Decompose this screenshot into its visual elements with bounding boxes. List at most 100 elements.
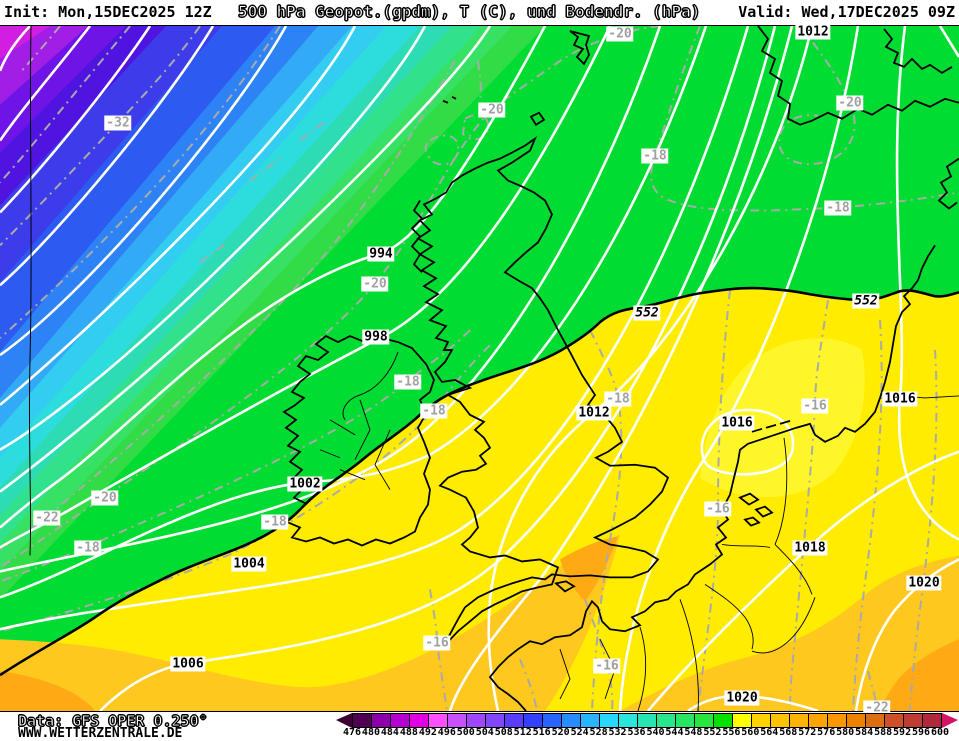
legend-tick: 480 — [361, 727, 380, 738]
map-area: 994 998 1002 1004 1006 1012 1012 1016 1016 1018 10… — [0, 24, 959, 716]
legend-tick: 540 — [646, 727, 665, 738]
legend-right-arrow — [942, 713, 958, 728]
temp-label: -18 — [420, 403, 448, 419]
legend-tick: 544 — [665, 727, 684, 738]
legend-swatch — [353, 714, 372, 727]
temp-label: -18 — [261, 514, 289, 530]
temp-label: -16 — [593, 658, 621, 674]
chart-title: 500 hPa Geopot.(gpdm), T (C), und Bodend… — [237, 2, 701, 22]
meridian-gridline — [28, 26, 32, 556]
temp-label: -16 — [801, 398, 829, 414]
legend-tick: 560 — [741, 727, 760, 738]
temp-label: -20 — [836, 95, 864, 111]
geo-label: 552 — [633, 305, 661, 321]
legend-tick: 492 — [418, 727, 437, 738]
temp-label: -20 — [361, 276, 389, 292]
website-label: WWW.WETTERZENTRALE.DE — [18, 726, 183, 741]
legend-swatch — [904, 714, 923, 727]
footer: Data: GFS OPER 0.250° WWW.WETTERZENTRALE… — [0, 712, 959, 741]
legend-swatch — [524, 714, 543, 727]
pressure-label: 1016 — [882, 391, 918, 407]
legend-tick: 516 — [532, 727, 551, 738]
legend-tick: 496 — [437, 727, 456, 738]
temp-label: -20 — [478, 102, 506, 118]
legend-tick: 484 — [380, 727, 399, 738]
legend-tick: 580 — [836, 727, 855, 738]
temp-label: -18 — [641, 148, 669, 164]
temp-label: -18 — [604, 391, 632, 407]
legend-tick: 592 — [893, 727, 912, 738]
legend-swatch — [600, 714, 619, 727]
legend-tick: 532 — [608, 727, 627, 738]
legend-left-arrow — [336, 713, 352, 728]
legend-tick: 476 — [342, 727, 362, 738]
legend-swatch — [733, 714, 752, 727]
temp-label: -20 — [91, 490, 119, 506]
legend-tick: 552 — [703, 727, 722, 738]
isobar-lines — [0, 26, 959, 711]
pressure-label: 1020 — [906, 575, 942, 591]
legend-tick: 548 — [684, 727, 703, 738]
legend-tick: 568 — [779, 727, 798, 738]
legend-swatch — [695, 714, 714, 727]
header: Init: Mon,15DEC2025 12Z 500 hPa Geopot.(… — [0, 0, 959, 25]
legend-swatch — [923, 714, 941, 727]
legend-tick-labels: 476 480 484 488 492 496 500 504 508 512 516 520 524 5… — [343, 727, 949, 739]
legend-tick: 504 — [475, 727, 494, 738]
init-time-label: Init: Mon,15DEC2025 12Z — [4, 3, 212, 21]
pressure-label: 1004 — [231, 556, 267, 572]
legend-swatch — [885, 714, 904, 727]
legend-swatch — [809, 714, 828, 727]
legend-swatch — [828, 714, 847, 727]
legend-tick: 524 — [570, 727, 589, 738]
legend-tick: 600 — [930, 727, 950, 738]
pressure-label: 1020 — [724, 690, 760, 706]
legend-swatch — [581, 714, 600, 727]
pressure-label: 1016 — [719, 415, 755, 431]
legend-tick: 576 — [817, 727, 836, 738]
legend-swatch — [847, 714, 866, 727]
pressure-label: 994 — [367, 246, 395, 262]
temp-label: -16 — [704, 501, 732, 517]
legend-tick: 564 — [760, 727, 779, 738]
legend-tick: 528 — [589, 727, 608, 738]
legend-tick: 520 — [551, 727, 570, 738]
legend-tick: 588 — [874, 727, 893, 738]
pressure-label: 1006 — [170, 656, 206, 672]
legend-swatch — [391, 714, 410, 727]
legend-swatch — [676, 714, 695, 727]
pressure-label: 1002 — [287, 476, 323, 492]
legend-swatch — [467, 714, 486, 727]
coastlines — [282, 26, 959, 711]
legend-swatch — [505, 714, 524, 727]
geo-label: 552 — [852, 293, 880, 309]
legend-swatch — [410, 714, 429, 727]
legend-swatch — [429, 714, 448, 727]
legend-swatch — [657, 714, 676, 727]
legend-swatch — [562, 714, 581, 727]
temp-label: -20 — [606, 26, 634, 42]
valid-time-label: Valid: Wed,17DEC2025 09Z — [738, 3, 955, 21]
legend-tick: 584 — [855, 727, 874, 738]
legend-tick: 596 — [912, 727, 931, 738]
legend-swatch — [543, 714, 562, 727]
legend-tick: 572 — [798, 727, 817, 738]
pressure-label: 998 — [362, 329, 390, 345]
legend-swatch — [771, 714, 790, 727]
legend-cells — [352, 713, 942, 728]
temp-label: -16 — [423, 635, 451, 651]
weather-map — [0, 26, 959, 711]
temp-label: -32 — [104, 115, 132, 131]
legend-swatch — [448, 714, 467, 727]
temp-label: -18 — [74, 540, 102, 556]
pressure-label: 1012 — [795, 24, 831, 40]
legend-tick: 512 — [513, 727, 532, 738]
temp-label: -18 — [824, 200, 852, 216]
legend-swatch — [790, 714, 809, 727]
legend-swatch — [752, 714, 771, 727]
pressure-label: 1018 — [792, 540, 828, 556]
pressure-label: 1012 — [576, 405, 612, 421]
legend-swatch — [866, 714, 885, 727]
legend-tick: 508 — [494, 727, 513, 738]
